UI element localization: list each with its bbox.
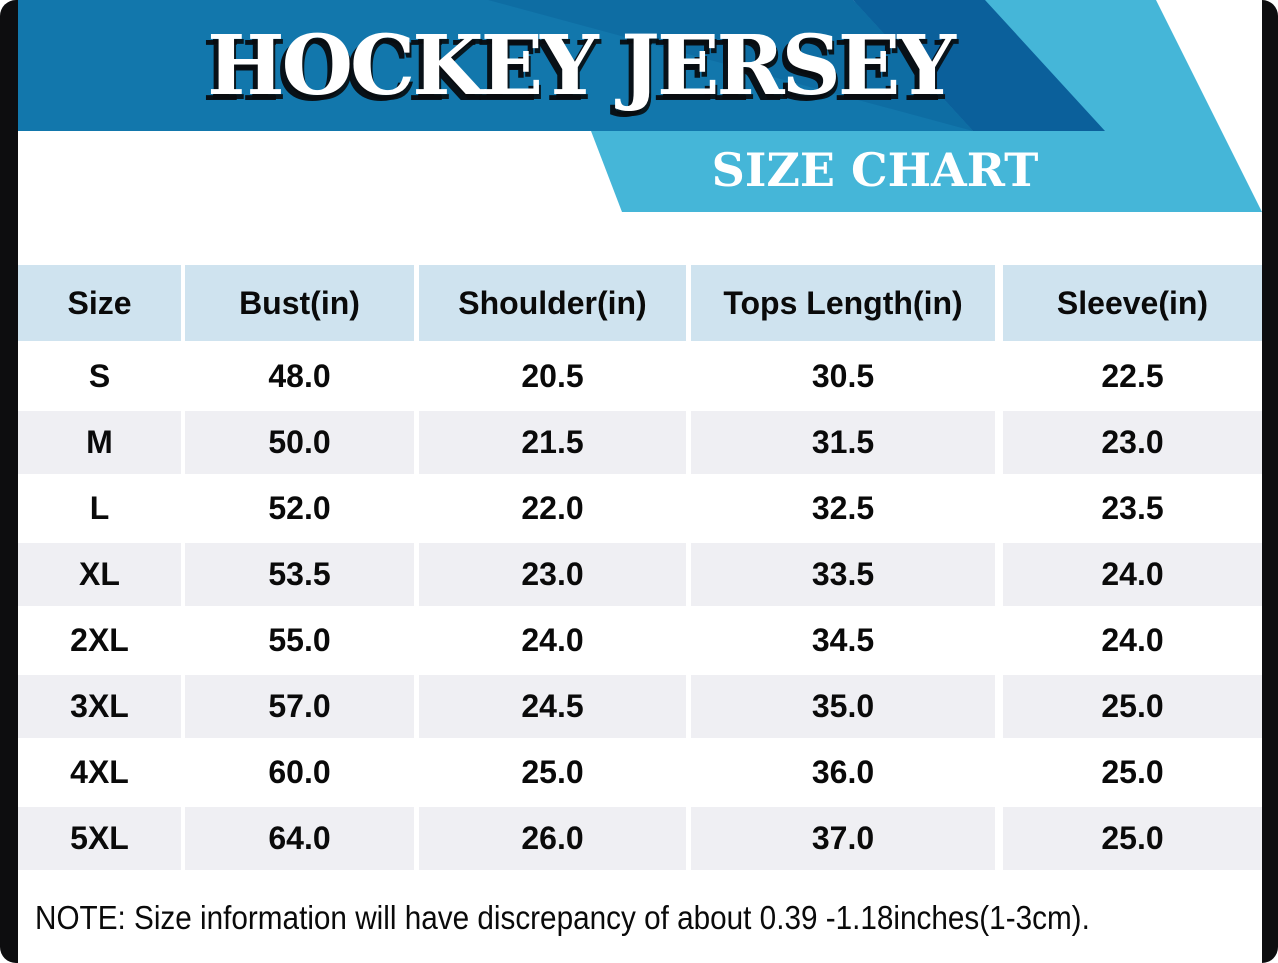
cell-size: L xyxy=(18,477,181,540)
cell-bust: 52.0 xyxy=(185,477,414,540)
cell-sleeve: 24.0 xyxy=(1003,609,1262,672)
cell-bust: 55.0 xyxy=(185,609,414,672)
column-header-shoulder: Shoulder(in) xyxy=(419,265,686,341)
cell-bust: 48.0 xyxy=(185,345,414,408)
cell-shoulder: 26.0 xyxy=(419,807,686,870)
cell-tops-length: 36.0 xyxy=(691,741,995,804)
cell-size: XL xyxy=(18,543,181,606)
cell-shoulder: 24.0 xyxy=(419,609,686,672)
cell-size: 4XL xyxy=(18,741,181,804)
page-title: HOCKEY JERSEY xyxy=(207,18,956,114)
cell-bust: 53.5 xyxy=(185,543,414,606)
table-row: S 48.0 20.5 30.5 22.5 xyxy=(18,345,1262,408)
cell-bust: 64.0 xyxy=(185,807,414,870)
content-panel: HOCKEY JERSEY SIZE CHART Size Bust(in) S… xyxy=(18,0,1262,963)
cell-size: 5XL xyxy=(18,807,181,870)
banner-subtitle: SIZE CHART xyxy=(711,143,1039,197)
cell-size: 3XL xyxy=(18,675,181,738)
cell-shoulder: 22.0 xyxy=(419,477,686,540)
cell-tops-length: 33.5 xyxy=(691,543,995,606)
cell-sleeve: 22.5 xyxy=(1003,345,1262,408)
table-row: M 50.0 21.5 31.5 23.0 xyxy=(18,411,1262,474)
cell-shoulder: 24.5 xyxy=(419,675,686,738)
cell-sleeve: 25.0 xyxy=(1003,741,1262,804)
column-header-size: Size xyxy=(18,265,181,341)
cell-shoulder: 20.5 xyxy=(419,345,686,408)
cell-tops-length: 31.5 xyxy=(691,411,995,474)
column-header-bust: Bust(in) xyxy=(185,265,414,341)
cell-sleeve: 23.5 xyxy=(1003,477,1262,540)
cell-tops-length: 30.5 xyxy=(691,345,995,408)
cell-size: 2XL xyxy=(18,609,181,672)
table-row: 3XL 57.0 24.5 35.0 25.0 xyxy=(18,675,1262,738)
table-row: 2XL 55.0 24.0 34.5 24.0 xyxy=(18,609,1262,672)
cell-bust: 50.0 xyxy=(185,411,414,474)
cell-tops-length: 34.5 xyxy=(691,609,995,672)
cell-tops-length: 35.0 xyxy=(691,675,995,738)
cell-shoulder: 23.0 xyxy=(419,543,686,606)
cell-size: S xyxy=(18,345,181,408)
cell-bust: 57.0 xyxy=(185,675,414,738)
column-header-tops-length: Tops Length(in) xyxy=(691,265,995,341)
table-row: 4XL 60.0 25.0 36.0 25.0 xyxy=(18,741,1262,804)
note-text: NOTE: Size information will have discrep… xyxy=(35,899,1090,936)
table-header-row: Size Bust(in) Shoulder(in) Tops Length(i… xyxy=(18,265,1262,341)
column-header-sleeve: Sleeve(in) xyxy=(1003,265,1262,341)
cell-shoulder: 25.0 xyxy=(419,741,686,804)
table-row: XL 53.5 23.0 33.5 24.0 xyxy=(18,543,1262,606)
table-row: 5XL 64.0 26.0 37.0 25.0 xyxy=(18,807,1262,870)
cell-sleeve: 23.0 xyxy=(1003,411,1262,474)
cell-sleeve: 24.0 xyxy=(1003,543,1262,606)
cell-shoulder: 21.5 xyxy=(419,411,686,474)
cell-bust: 60.0 xyxy=(185,741,414,804)
table-row: L 52.0 22.0 32.5 23.5 xyxy=(18,477,1262,540)
cell-sleeve: 25.0 xyxy=(1003,807,1262,870)
cell-sleeve: 25.0 xyxy=(1003,675,1262,738)
cell-tops-length: 32.5 xyxy=(691,477,995,540)
cell-tops-length: 37.0 xyxy=(691,807,995,870)
banner: HOCKEY JERSEY SIZE CHART xyxy=(18,0,1262,215)
cell-size: M xyxy=(18,411,181,474)
